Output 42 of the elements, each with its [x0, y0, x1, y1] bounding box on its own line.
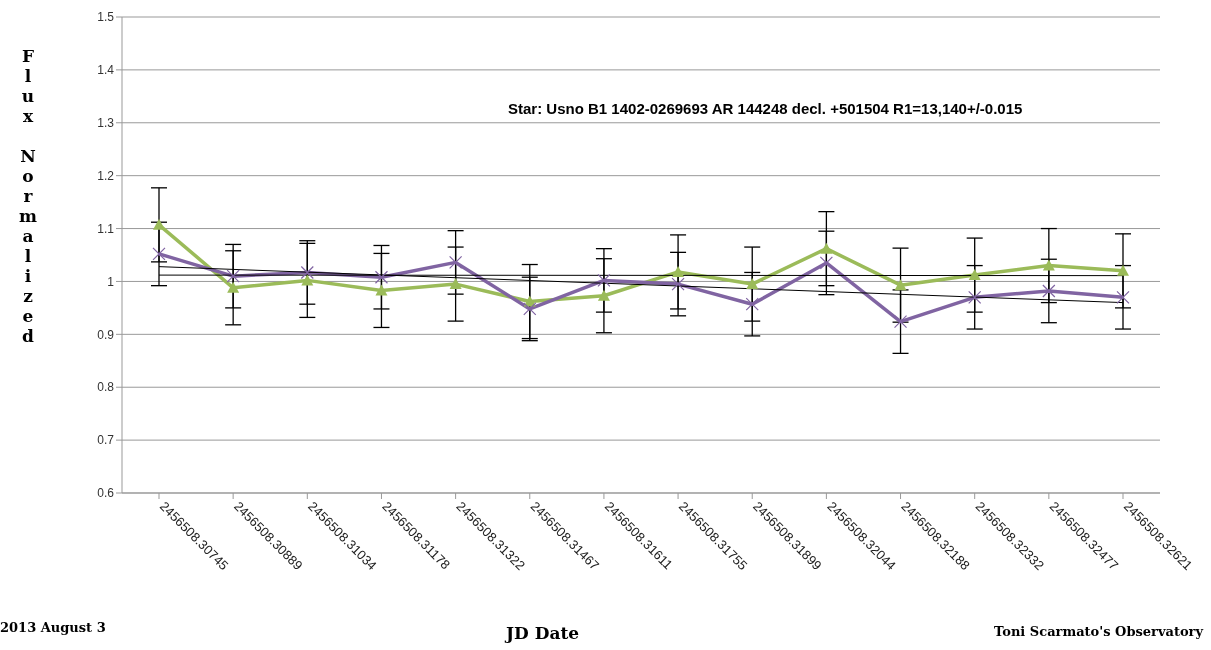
point [449, 255, 463, 269]
y-tick-label: 1 [107, 274, 115, 289]
point [1042, 259, 1055, 271]
point [671, 277, 685, 291]
y-axis-title: Flux Normalized [18, 46, 38, 346]
point [153, 218, 165, 230]
y-tick-label: 0.9 [97, 327, 115, 342]
y-tick-label: 1.4 [97, 63, 115, 78]
y-tick-label: 0.6 [97, 486, 115, 501]
annotation: Star: Usno B1 1402-0269693 AR 144248 decl. +501504 R1=13,140+/-0.015 [508, 100, 1023, 117]
point [597, 273, 611, 287]
point [449, 278, 462, 290]
point [152, 247, 166, 261]
point [745, 297, 759, 311]
y-tick-label: 0.7 [97, 433, 115, 448]
point [968, 269, 981, 281]
point [746, 278, 759, 290]
point [1042, 284, 1056, 298]
point [374, 270, 389, 284]
point [1117, 264, 1129, 276]
point [375, 284, 388, 296]
point [227, 281, 240, 293]
point [1116, 290, 1130, 304]
point [597, 289, 610, 301]
y-tick-label: 1.5 [97, 10, 115, 25]
point [523, 302, 537, 316]
point [300, 265, 314, 280]
x-axis-title: JD Date [506, 623, 580, 643]
point [672, 265, 685, 277]
y-tick-label: 1.3 [97, 116, 115, 131]
text: Toni Scarmato's Observatory [994, 624, 1203, 639]
point [968, 290, 982, 304]
y-tick-label: 1.1 [97, 221, 115, 236]
text: 2013 August 3 [0, 620, 106, 635]
y-tick-label: 1.2 [97, 168, 115, 183]
point [819, 256, 833, 270]
point [226, 269, 240, 283]
point [893, 315, 908, 329]
y-tick-label: 0.8 [97, 380, 115, 395]
point [894, 279, 907, 291]
point [820, 242, 833, 254]
point [301, 274, 314, 286]
